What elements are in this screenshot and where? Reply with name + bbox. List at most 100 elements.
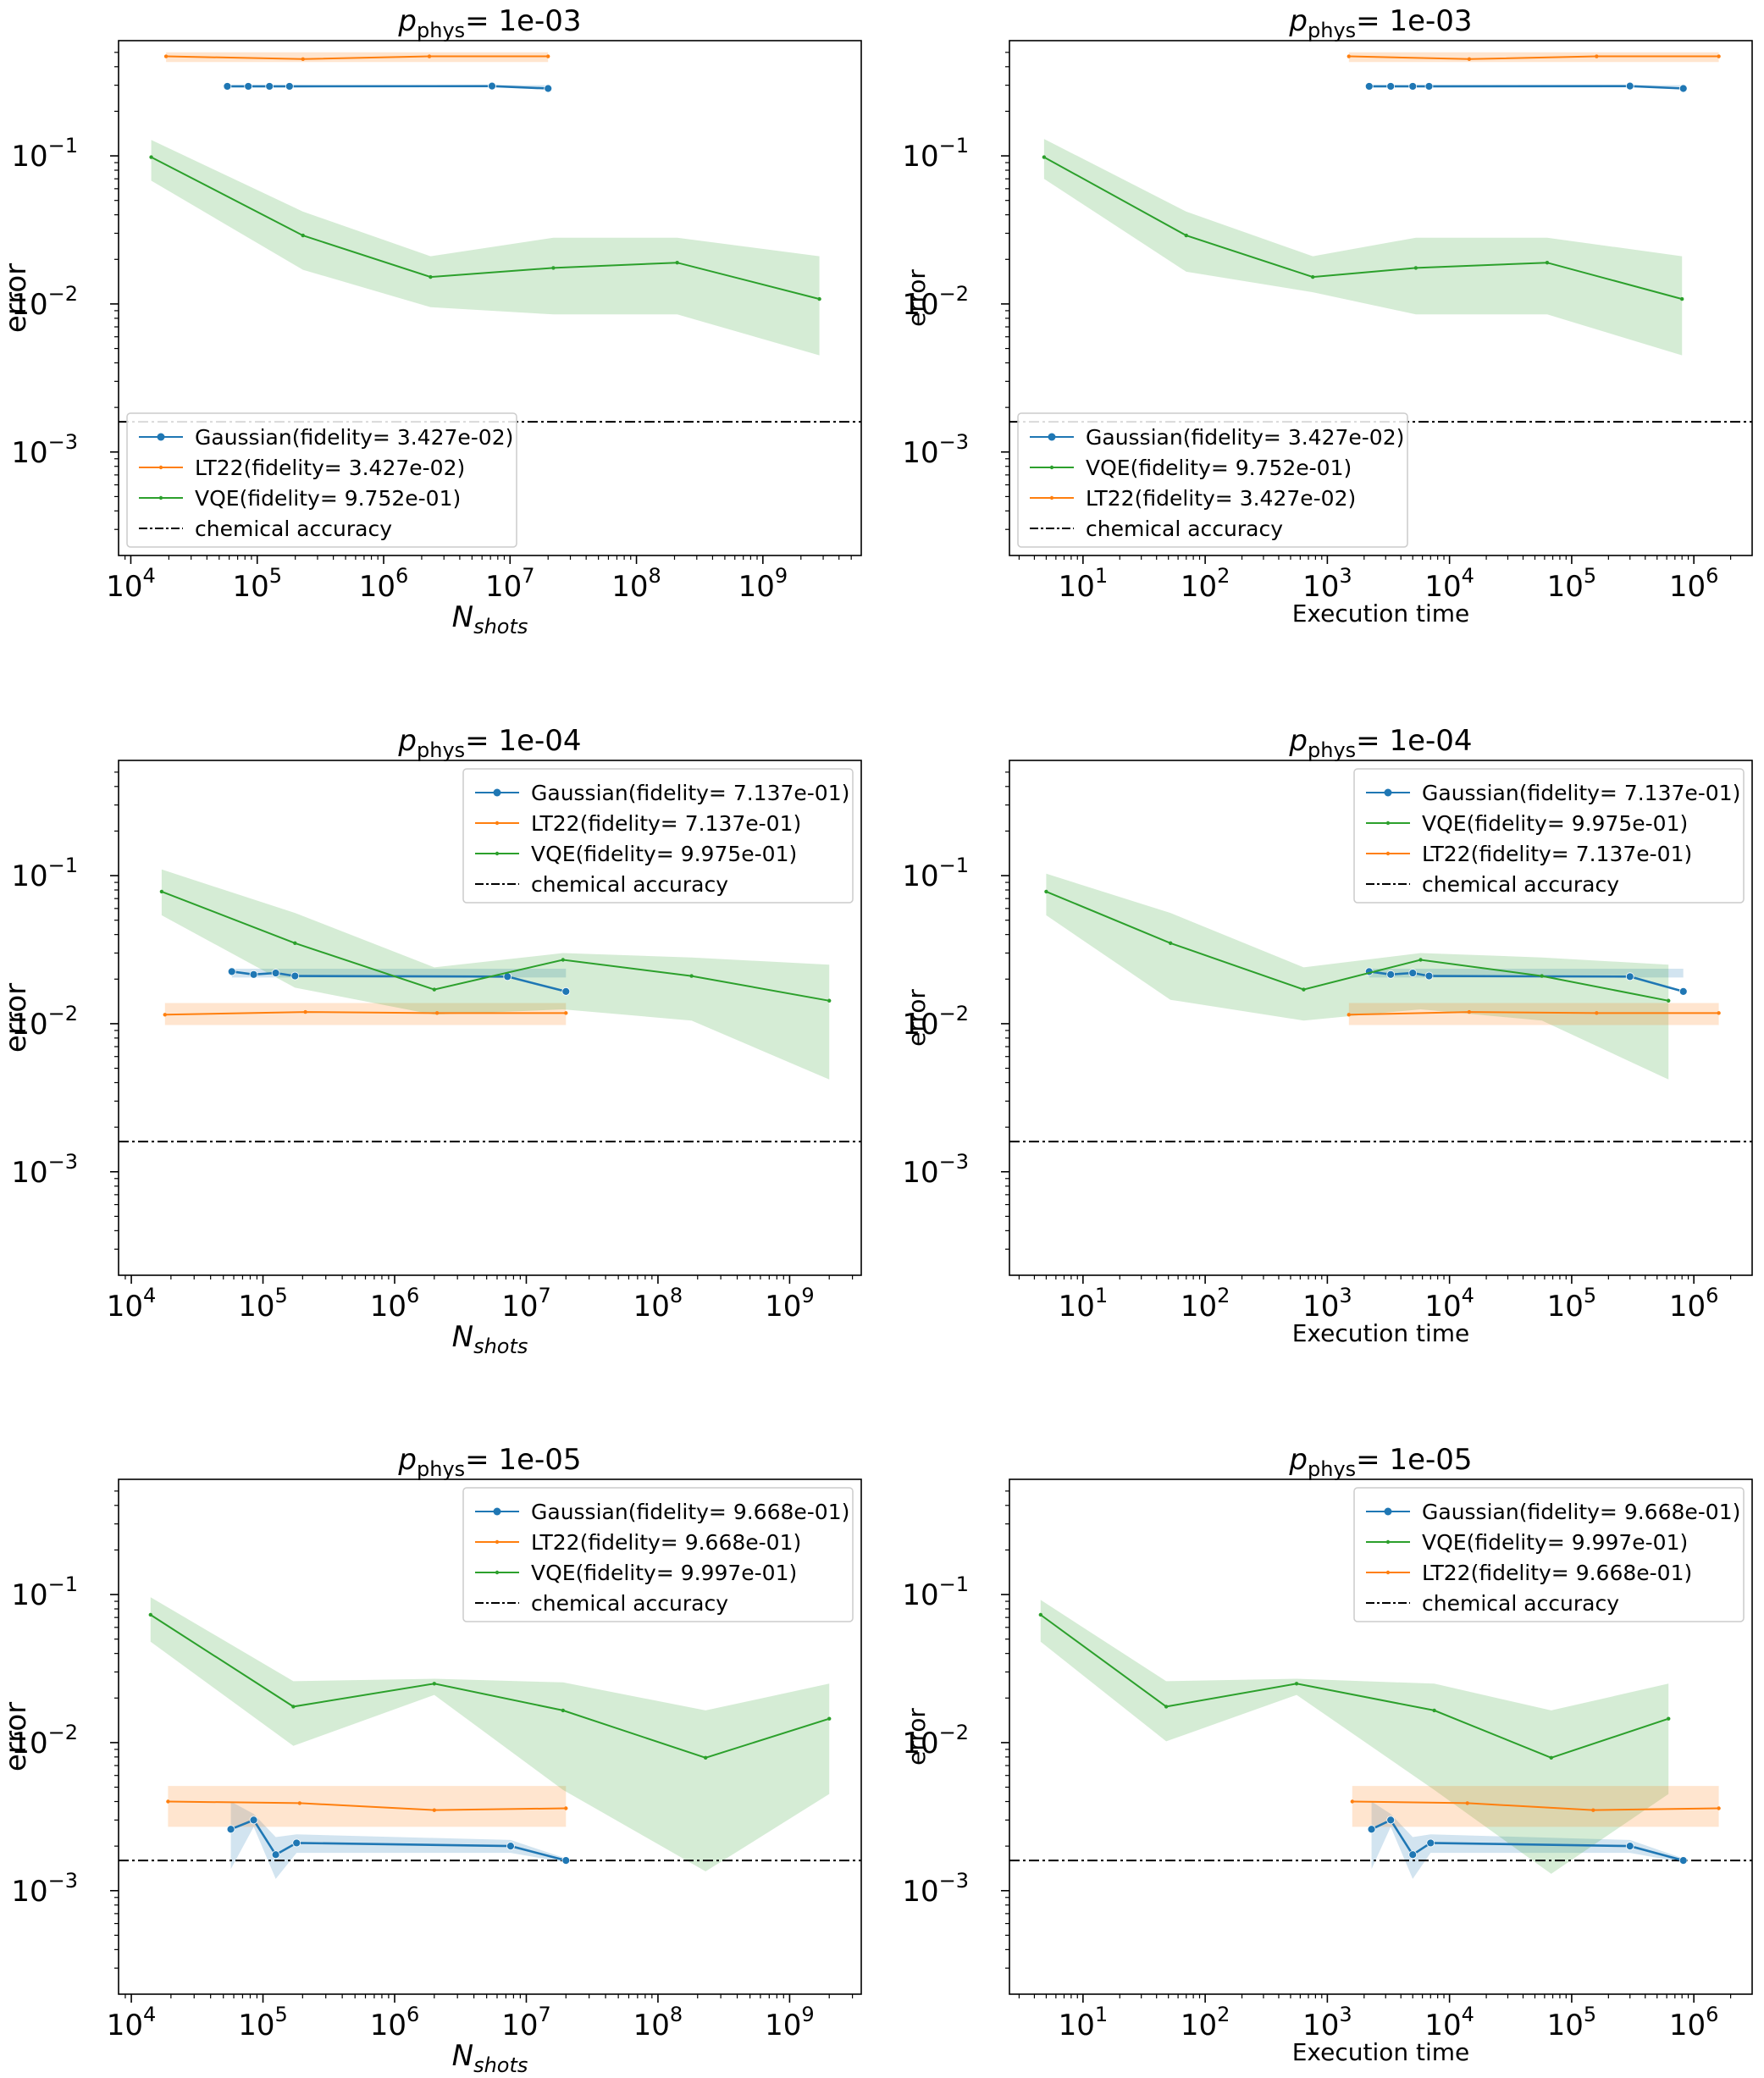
lt22-point	[564, 1806, 568, 1810]
legend: Gaussian(fidelity= 9.668e-01) VQE(fidelit…	[1353, 1487, 1745, 1622]
y-axis-label: error	[903, 269, 931, 327]
legend: Gaussian(fidelity= 7.137e-01) VQE(fidelit…	[1353, 768, 1745, 904]
legend-box	[462, 768, 854, 904]
lt22-point	[1717, 1806, 1721, 1810]
chart-title: pphys= 1e-03	[1288, 4, 1472, 42]
lt22-confidence-band	[164, 1003, 567, 1025]
legend-label: VQE(fidelity= 9.997e-01)	[1422, 1530, 1688, 1555]
legend-marker	[1049, 495, 1054, 500]
lt22-point	[427, 54, 432, 58]
legend-marker	[495, 851, 500, 856]
gaussian-point	[544, 84, 553, 93]
x-tick-label: 106	[1669, 2003, 1719, 2042]
vqe-point	[1310, 274, 1315, 279]
x-tick-label: 104	[1424, 564, 1474, 604]
vqe-point	[301, 233, 305, 238]
lt22-point	[297, 1801, 302, 1805]
vqe-point	[432, 987, 437, 992]
vqe-point	[1042, 155, 1047, 159]
axes-frame	[118, 760, 862, 1276]
chart-panel-6: 101 102 103 104 105 106 10−3 10−2 10−1 pphys= 1e-…	[902, 1443, 1753, 2066]
x-tick-label: 104	[1424, 1284, 1474, 1324]
lt22-point	[303, 1009, 307, 1014]
legend-marker	[157, 433, 165, 441]
legend-item-lt22: LT22(fidelity= 3.427e-02)	[1030, 486, 1356, 511]
vqe-point	[1667, 1716, 1671, 1721]
legend-label: LT22(fidelity= 7.137e-01)	[531, 811, 801, 836]
legend-marker	[1385, 821, 1391, 826]
vqe-point	[1168, 941, 1173, 945]
gaussian-point	[1424, 82, 1434, 91]
legend-label: Gaussian(fidelity= 3.427e-02)	[1086, 425, 1404, 450]
chart-panel-4: 101 102 103 104 105 106 10−3 10−2 10−1 pphys= 1e-…	[902, 724, 1753, 1347]
gaussian-point	[1678, 84, 1688, 93]
x-tick-label: 103	[1302, 564, 1352, 604]
y-axis-label: error	[903, 1708, 931, 1766]
chart-panel-1: 104 105 106 107 108 109 10−3 10−2 10−1 pphys= 1e-…	[0, 4, 862, 638]
x-tick-label: 103	[1302, 2003, 1352, 2042]
legend-label: Gaussian(fidelity= 3.427e-02)	[195, 425, 513, 450]
legend-label: LT22(fidelity= 3.427e-02)	[1086, 486, 1356, 511]
vqe-series-line	[151, 156, 820, 301]
legend-label: VQE(fidelity= 9.975e-01)	[1422, 811, 1688, 836]
chart-title: pphys= 1e-05	[1288, 1443, 1472, 1481]
legend-item-lt22: LT22(fidelity= 9.668e-01)	[1366, 1561, 1692, 1585]
legend-item-vqe: VQE(fidelity= 9.997e-01)	[475, 1561, 797, 1585]
axes-frame	[1009, 1478, 1753, 1995]
gaussian-point	[1364, 82, 1374, 91]
lt22-point	[1467, 1009, 1472, 1014]
gaussian-point	[1386, 970, 1396, 979]
legend-label: LT22(fidelity= 3.427e-02)	[195, 456, 465, 480]
y-tick-label: 10−3	[11, 430, 78, 470]
legend-item-vqe: VQE(fidelity= 9.752e-01)	[139, 486, 461, 511]
lt22-point	[1465, 1801, 1469, 1805]
plot-area	[119, 1597, 861, 1879]
chart-panel-2: 101 102 103 104 105 106 10−3 10−2 10−1 pphys= 1e-…	[902, 4, 1753, 627]
legend-item-chem: chemical accuracy	[475, 872, 728, 897]
lt22-point	[434, 1011, 440, 1015]
x-tick-label: 108	[611, 564, 661, 604]
x-tick-label: 106	[1669, 564, 1719, 604]
lt22-point	[1347, 54, 1351, 58]
x-axis-label: Nshots	[452, 1320, 528, 1358]
vqe-point	[1294, 1682, 1299, 1686]
gaussian-point	[1625, 972, 1634, 981]
gaussian-point	[1625, 1842, 1634, 1851]
lt22-series-line	[166, 55, 549, 60]
legend-box	[1353, 768, 1745, 904]
legend-label: Gaussian(fidelity= 9.668e-01)	[1422, 1500, 1740, 1524]
vqe-confidence-band	[151, 140, 820, 356]
chart-panel-3: 104 105 106 107 108 109 10−3 10−2 10−1 pphys= 1e-…	[0, 724, 862, 1358]
gaussian-point	[1678, 1856, 1688, 1865]
legend-label: VQE(fidelity= 9.975e-01)	[531, 842, 797, 866]
legend-item-chem: chemical accuracy	[1366, 1591, 1619, 1616]
x-axis-label: Execution time	[1292, 2038, 1470, 2066]
gaussian-point	[249, 970, 258, 979]
chart-title: pphys= 1e-05	[397, 1443, 581, 1481]
legend-marker	[1384, 788, 1392, 797]
legend-marker	[495, 1570, 500, 1575]
vqe-series-line	[1046, 890, 1669, 1002]
legend-item-chem: chemical accuracy	[139, 517, 392, 541]
axes-frame	[1009, 40, 1753, 556]
legend-marker	[493, 1507, 501, 1516]
y-axis-label: error	[0, 1702, 33, 1771]
vqe-point	[1667, 998, 1671, 1003]
x-tick-label: 107	[501, 2003, 551, 2042]
x-tick-label: 109	[738, 564, 788, 604]
gaussian-point	[226, 1825, 235, 1834]
gaussian-point	[271, 1850, 280, 1860]
lt22-point	[1717, 54, 1721, 58]
vqe-point	[429, 274, 433, 279]
legend-label: Gaussian(fidelity= 7.137e-01)	[1422, 781, 1740, 805]
legend-label: chemical accuracy	[1086, 517, 1283, 541]
gaussian-point	[1408, 969, 1418, 977]
x-tick-label: 107	[501, 1284, 551, 1324]
x-tick-label: 104	[107, 1284, 157, 1324]
vqe-point	[675, 260, 679, 265]
y-tick-label: 10−2	[902, 282, 969, 322]
vqe-confidence-band	[161, 869, 830, 1080]
x-tick-label: 107	[485, 564, 535, 604]
gaussian-point	[285, 82, 294, 91]
vqe-series-line	[1040, 1614, 1669, 1759]
